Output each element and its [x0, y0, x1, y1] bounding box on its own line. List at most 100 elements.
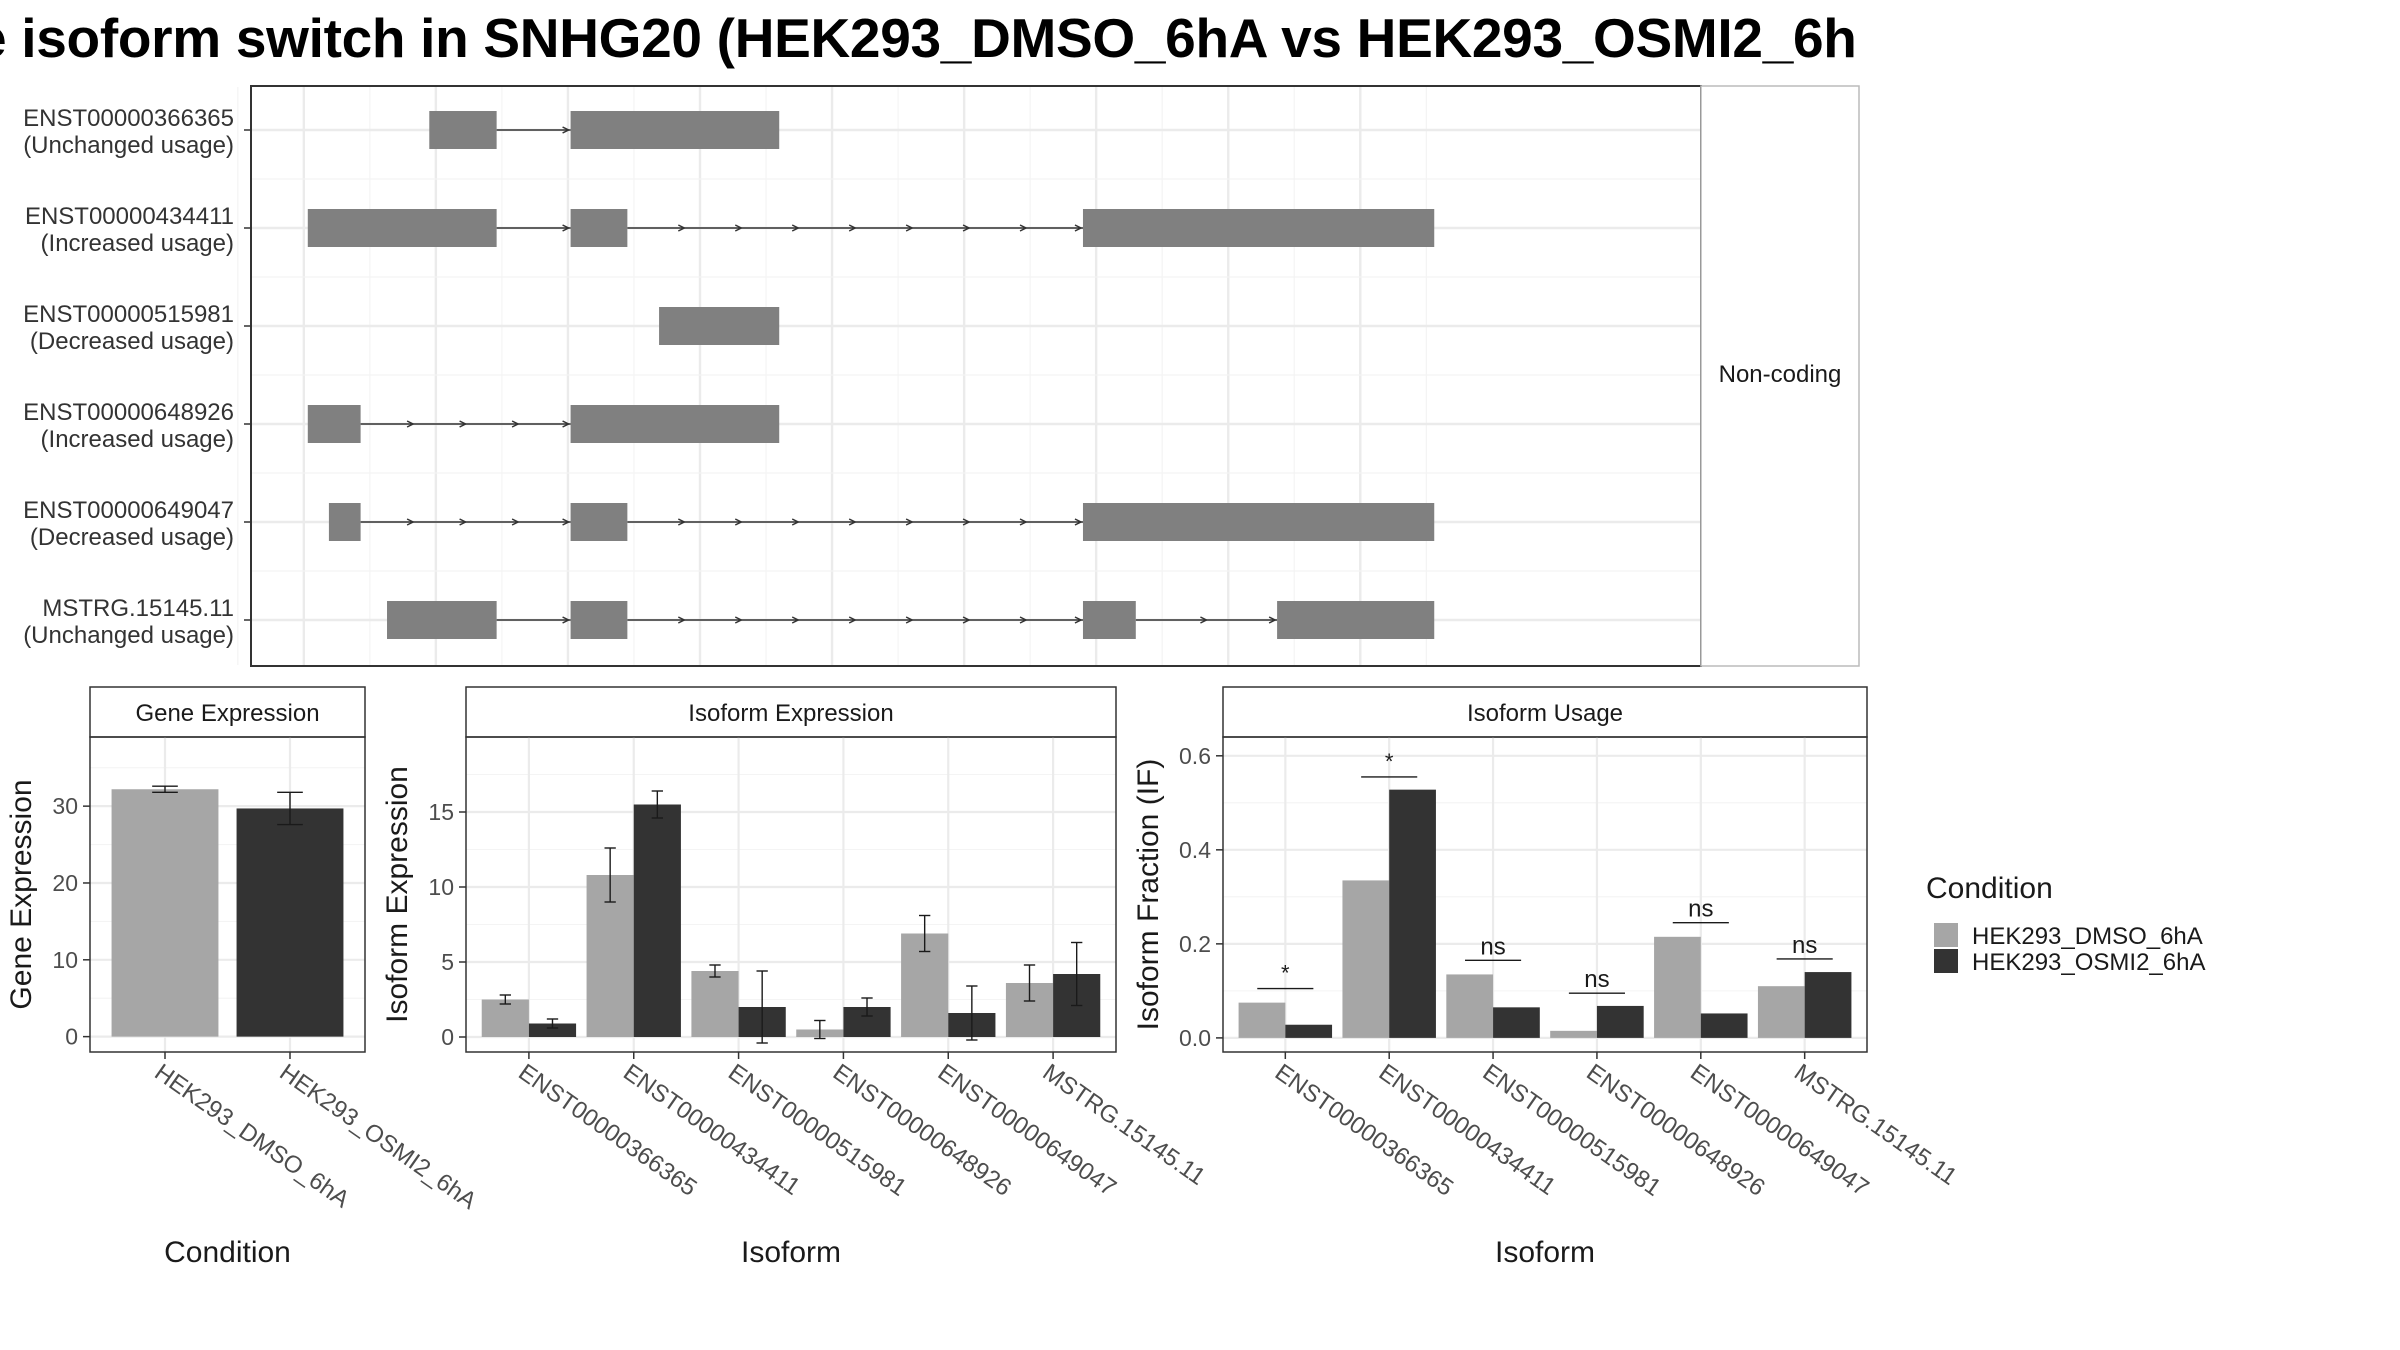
exon — [659, 307, 780, 345]
transcript-usage: (Decreased usage) — [30, 328, 234, 355]
intron-arrow — [791, 518, 800, 526]
exon — [570, 111, 780, 149]
y-tick-label: 30 — [52, 793, 78, 819]
plot-title: e isoform switch in SNHG20 (HEK293_DMSO_… — [0, 7, 1857, 69]
significance-label: ns — [1584, 966, 1609, 993]
intron-arrow — [848, 616, 857, 624]
x-tick-label: ENST00000366365 — [1270, 1059, 1458, 1202]
bar — [111, 789, 219, 1037]
significance-label: ns — [1480, 933, 1505, 960]
transcript-name: MSTRG.15145.11 — [42, 595, 234, 622]
exon — [1082, 209, 1435, 247]
transcript-usage: (Increased usage) — [41, 230, 234, 257]
x-axis-title: Condition — [164, 1236, 291, 1269]
facet-strip-right — [1700, 85, 1860, 667]
x-axis-title: Isoform — [741, 1236, 841, 1269]
transcript-row: ENST00000648926(Increased usage) — [23, 399, 780, 453]
bar — [633, 804, 681, 1037]
significance-label: ns — [1688, 896, 1713, 923]
x-tick-label: ENST00000649047 — [933, 1059, 1121, 1202]
y-tick-label: 10 — [52, 947, 78, 973]
intron-arrow — [562, 126, 571, 134]
exon — [307, 209, 497, 247]
intron-arrow — [734, 224, 743, 232]
intron-arrow — [1074, 224, 1083, 232]
x-tick-label: ENST00000366365 — [513, 1059, 701, 1202]
intron-arrow — [562, 420, 571, 428]
intron-arrow — [734, 518, 743, 526]
intron-arrow — [962, 518, 971, 526]
intron-arrow — [406, 420, 415, 428]
transcript-usage: (Increased usage) — [41, 426, 234, 453]
x-tick-label: ENST00000649047 — [1685, 1059, 1873, 1202]
legend-swatch — [1934, 923, 1958, 947]
legend-title: Condition — [1926, 872, 2053, 905]
bar — [1389, 789, 1436, 1038]
y-tick-label: 20 — [52, 870, 78, 896]
transcript-name: ENST00000366365 — [23, 105, 234, 132]
transcript-row: ENST00000649047(Decreased usage) — [23, 497, 1435, 551]
legend: Condition HEK293_DMSO_6hAHEK293_OSMI2_6h… — [1926, 872, 2205, 976]
intron-arrow — [905, 224, 914, 232]
intron-arrow — [1200, 616, 1209, 624]
panel-frame — [465, 736, 1117, 1053]
y-tick-label: 5 — [441, 949, 454, 975]
transcript-name: ENST00000434411 — [25, 203, 234, 230]
bar — [1654, 936, 1701, 1038]
x-tick-label: ENST00000648926 — [828, 1059, 1016, 1202]
legend-item: HEK293_OSMI2_6hA — [1934, 949, 2205, 976]
panel-frame — [1222, 736, 1868, 1053]
legend-label: HEK293_DMSO_6hA — [1972, 923, 2203, 950]
y-axis-title: Isoform Expression — [381, 766, 414, 1023]
panel-title: Isoform Expression — [688, 700, 893, 727]
intron-arrow — [677, 224, 686, 232]
intron-arrow — [459, 420, 468, 428]
x-tick-label: ENST00000515981 — [1478, 1059, 1666, 1202]
isoform-expression-panel: Isoform Expression 0 5 10 15 ENST00000366365 E… — [381, 686, 1210, 1269]
y-tick-label: 0.4 — [1179, 837, 1211, 863]
exon — [307, 405, 361, 443]
intron-arrow — [562, 518, 571, 526]
intron-arrow — [791, 224, 800, 232]
intron-arrow — [848, 224, 857, 232]
y-tick-label: 0.0 — [1179, 1025, 1211, 1051]
intron-arrow — [562, 616, 571, 624]
panel-strip — [465, 686, 1117, 738]
bar — [528, 1023, 577, 1037]
bar — [1238, 1002, 1286, 1038]
exon — [1082, 601, 1136, 639]
y-tick-label: 15 — [428, 799, 454, 825]
legend-swatch — [1934, 949, 1958, 973]
significance-label: * — [1281, 961, 1290, 986]
intron-arrow — [562, 224, 571, 232]
intron-arrow — [962, 616, 971, 624]
exon — [570, 503, 628, 541]
transcript-name: ENST00000649047 — [23, 497, 234, 524]
bar — [1493, 1007, 1540, 1038]
y-tick-label: 10 — [428, 874, 454, 900]
intron-arrow — [1074, 518, 1083, 526]
x-axis-title: Isoform — [1495, 1236, 1595, 1269]
x-tick-label: ENST00000648926 — [1581, 1059, 1769, 1202]
y-axis-title: Gene Expression — [5, 779, 38, 1009]
bar — [1700, 1013, 1748, 1038]
transcript-usage: (Unchanged usage) — [23, 132, 234, 159]
transcript-row: ENST00000366365(Unchanged usage) — [23, 105, 780, 159]
y-tick-label: 0 — [441, 1024, 454, 1050]
intron-arrow — [511, 518, 520, 526]
intron-arrow — [905, 616, 914, 624]
exon — [429, 111, 497, 149]
gene-expression-panel: Gene Expression0102030HEK293_DMSO_6hAHEK… — [5, 686, 481, 1269]
bar — [1446, 974, 1494, 1038]
panel-frame — [89, 736, 366, 1053]
bar — [1550, 1030, 1597, 1038]
y-axis-title: Isoform Fraction (IF) — [1132, 759, 1165, 1031]
intron-arrow — [1074, 616, 1083, 624]
intron-arrow — [677, 518, 686, 526]
facet-label-noncoding: Non-coding — [1719, 361, 1842, 388]
y-tick-label: 0.2 — [1179, 931, 1211, 957]
legend-item: HEK293_DMSO_6hA — [1934, 923, 2203, 950]
transcript-usage: (Unchanged usage) — [23, 622, 234, 649]
transcript-name: ENST00000515981 — [23, 301, 234, 328]
